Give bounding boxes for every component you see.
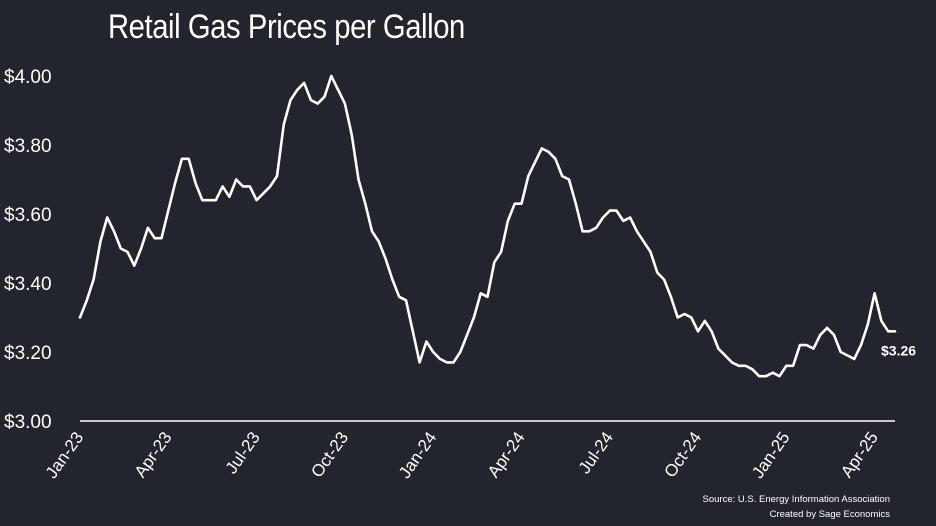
x-tick-label: Jan-23 [42, 428, 87, 481]
source-notes: Source: U.S. Energy Information Associat… [703, 492, 890, 522]
y-axis: $3.00 $3.20 $3.40 $3.60 $3.80 $4.00 [4, 67, 52, 433]
x-tick-label: Apr-23 [131, 428, 176, 481]
last-value-label: $3.26 [881, 342, 916, 358]
x-tick-label: Jan-25 [748, 428, 793, 481]
y-tick-label: $3.40 [4, 274, 52, 295]
x-tick-label: Oct-24 [660, 428, 705, 481]
y-tick-label: $3.80 [4, 136, 52, 157]
chart-title: Retail Gas Prices per Gallon [108, 8, 465, 46]
y-tick-label: $3.00 [4, 412, 52, 433]
source-line: Source: U.S. Energy Information Associat… [702, 494, 890, 505]
gas-price-series-line [78, 74, 897, 378]
x-tick-label: Apr-25 [837, 428, 882, 481]
x-tick-label: Jan-24 [395, 428, 440, 481]
x-axis: Jan-23 Apr-23 Jul-23 Oct-23 Jan-24 Apr-24 Jul-… [42, 428, 882, 481]
credit-line: Created by Sage Economics [769, 509, 890, 520]
x-tick-label: Jul-24 [575, 428, 617, 477]
x-tick-label: Jul-23 [222, 428, 264, 477]
y-tick-label: $3.60 [4, 205, 52, 226]
x-tick-label: Oct-23 [307, 428, 352, 481]
y-tick-label: $3.20 [4, 343, 52, 364]
y-tick-label: $4.00 [4, 67, 52, 88]
x-tick-label: Apr-24 [484, 428, 529, 481]
